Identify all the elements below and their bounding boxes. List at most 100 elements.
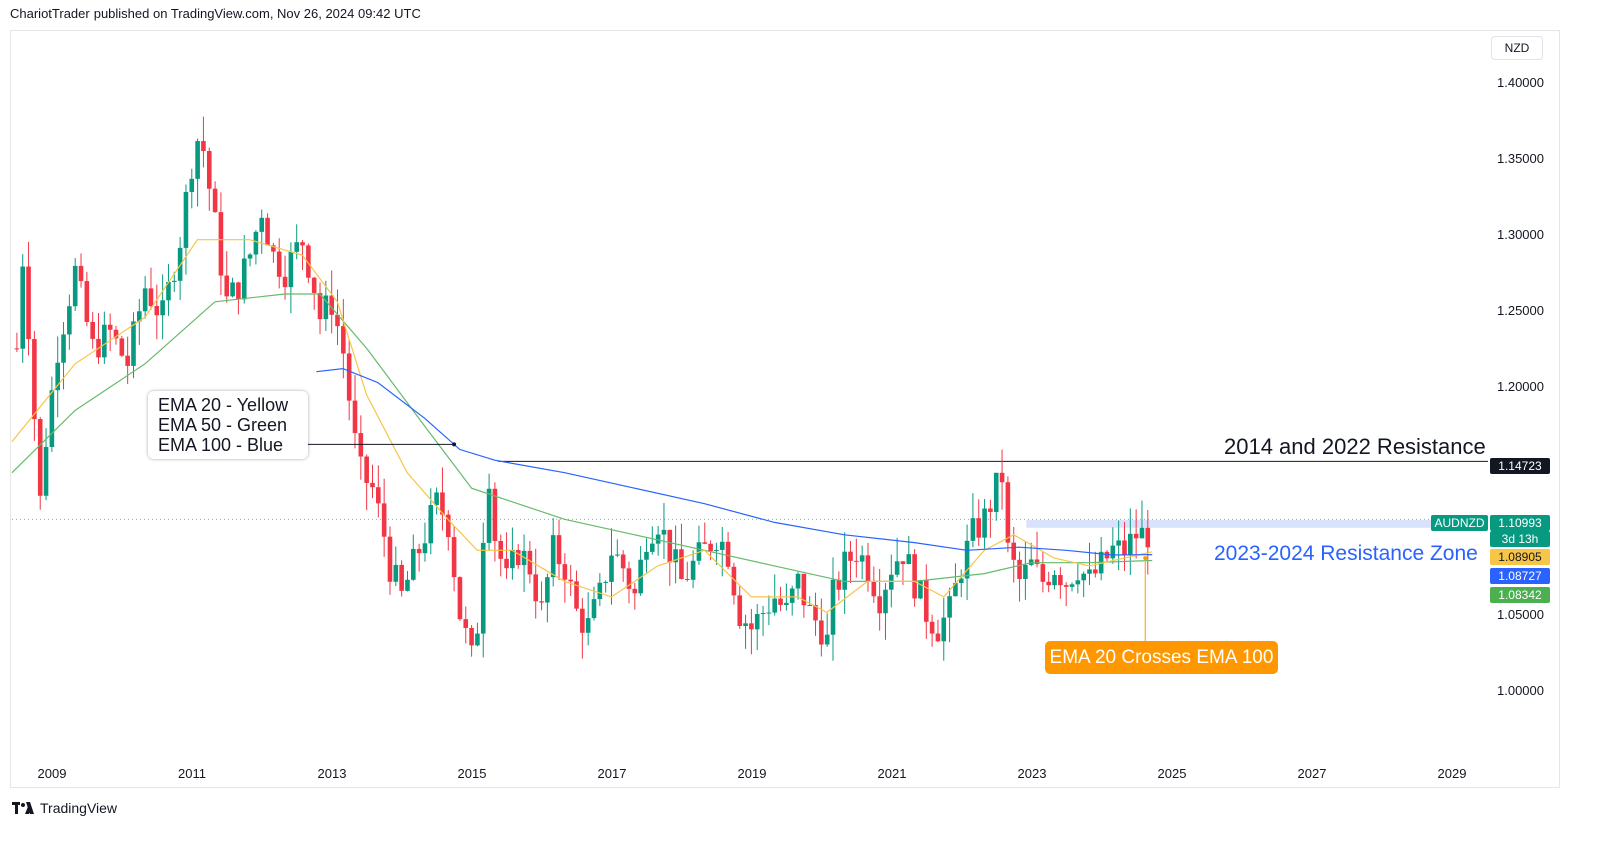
candle-down xyxy=(1093,569,1098,574)
candle-down xyxy=(912,554,917,599)
candle-down xyxy=(684,578,690,580)
candle-up xyxy=(393,564,399,582)
candle-up xyxy=(131,321,136,366)
candle-up xyxy=(941,617,947,642)
time-tick: 2011 xyxy=(178,766,206,781)
candle-down xyxy=(1005,482,1011,543)
price-tick: 1.25000 xyxy=(1497,303,1544,318)
candle-down xyxy=(527,550,533,575)
candle-up xyxy=(241,258,247,300)
candle-down xyxy=(107,324,113,330)
candle-down xyxy=(457,577,463,620)
ema-legend-callout[interactable]: EMA 20 - Yellow EMA 50 - Green EMA 100 -… xyxy=(148,391,308,459)
candle-up xyxy=(859,555,865,562)
candle-up xyxy=(195,141,200,179)
candle-up xyxy=(719,541,725,550)
candle-down xyxy=(224,275,230,297)
candle-up xyxy=(1075,580,1081,585)
bar-countdown-label: 3d 13h xyxy=(1490,531,1550,547)
candle-down xyxy=(679,549,684,579)
author-name[interactable]: ChariotTrader xyxy=(10,6,90,21)
candle-down xyxy=(1058,574,1063,586)
candle-up xyxy=(649,543,655,552)
price-tick: 1.20000 xyxy=(1497,379,1544,394)
candle-up xyxy=(918,580,923,599)
candle-down xyxy=(364,456,369,483)
candle-down xyxy=(848,551,853,561)
candle-up xyxy=(947,596,952,618)
candle-down xyxy=(376,487,381,504)
candle-up xyxy=(160,300,165,316)
time-tick: 2009 xyxy=(37,766,67,781)
candle-up xyxy=(166,281,171,301)
price-tick: 1.05000 xyxy=(1497,607,1544,622)
candle-up xyxy=(889,574,894,590)
candle-down xyxy=(1040,564,1046,582)
candle-down xyxy=(515,549,521,566)
candle-up xyxy=(288,251,294,288)
candle-down xyxy=(923,580,929,622)
candle-up xyxy=(323,295,329,320)
candle-up xyxy=(772,598,778,613)
candle-down xyxy=(492,488,498,541)
candle-up xyxy=(638,559,643,594)
ema100-price-label: 1.08727 xyxy=(1490,568,1550,584)
candle-up xyxy=(545,577,550,603)
candle-up xyxy=(253,231,259,255)
candle-up xyxy=(1069,584,1075,587)
candle-down xyxy=(265,217,270,246)
candle-down xyxy=(988,508,993,512)
candle-up xyxy=(673,549,678,563)
candle-up xyxy=(784,602,789,605)
candle-down xyxy=(119,338,125,356)
candle-down xyxy=(1046,581,1051,586)
candle-up xyxy=(760,613,766,615)
footer-brand-text: TradingView xyxy=(40,800,118,816)
candle-down xyxy=(445,514,451,538)
candle-down xyxy=(801,573,807,606)
footer-branding[interactable]: TradingView xyxy=(12,800,117,816)
candle-up xyxy=(247,254,253,259)
candle-down xyxy=(1063,585,1069,587)
resistance-zone-label[interactable]: 2023-2024 Resistance Zone xyxy=(1214,542,1478,565)
candle-up xyxy=(1052,574,1057,586)
candle-down xyxy=(731,566,737,596)
candle-down xyxy=(556,535,562,565)
candle-up xyxy=(982,508,987,538)
candle-down xyxy=(271,245,276,252)
candle-up xyxy=(789,588,795,603)
candle-down xyxy=(574,581,579,609)
candle-down xyxy=(819,620,824,645)
candle-down xyxy=(399,564,404,591)
candle-up xyxy=(597,582,603,600)
candle-up xyxy=(294,242,300,252)
candle-down xyxy=(370,482,375,488)
candle-up xyxy=(230,282,235,297)
ema-cross-label[interactable]: EMA 20 Crosses EMA 100 xyxy=(1045,641,1278,674)
price-tick: 1.35000 xyxy=(1497,151,1544,166)
candle-up xyxy=(410,548,416,580)
candle-down xyxy=(749,623,754,630)
candle-down xyxy=(463,619,469,628)
candle-up xyxy=(428,505,434,544)
ema20-line xyxy=(11,239,1153,614)
ema50-price-label: 1.08342 xyxy=(1490,587,1550,603)
candle-up xyxy=(1116,540,1121,546)
candle-up xyxy=(102,324,107,358)
candle-up xyxy=(655,534,661,544)
candle-up xyxy=(894,561,900,575)
resistance-label[interactable]: 2014 and 2022 Resistance xyxy=(1224,434,1486,459)
candle-up xyxy=(585,618,591,633)
time-tick: 2025 xyxy=(1157,766,1187,781)
candle-up xyxy=(883,589,888,614)
candle-up xyxy=(714,549,719,552)
candle-up xyxy=(609,555,614,582)
candle-up xyxy=(644,551,649,560)
currency-button[interactable]: NZD xyxy=(1491,36,1543,60)
resistance-price-label: 1.14723 xyxy=(1490,458,1550,474)
time-tick: 2027 xyxy=(1297,766,1327,781)
candle-down xyxy=(1145,527,1151,548)
candle-down xyxy=(148,288,154,307)
candle-down xyxy=(836,579,842,590)
